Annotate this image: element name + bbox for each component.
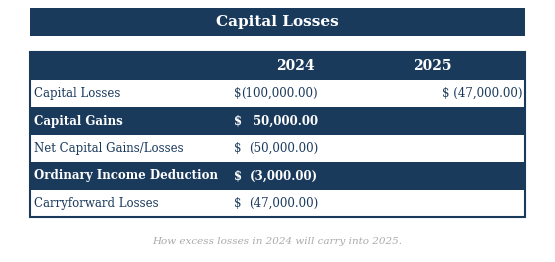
Text: 2025: 2025: [413, 59, 452, 73]
Text: Capital Losses: Capital Losses: [34, 87, 120, 100]
Text: How excess losses in 2024 will carry into 2025.: How excess losses in 2024 will carry int…: [153, 237, 402, 247]
Text: (47,000.00): (47,000.00): [249, 197, 318, 210]
Text: $: $: [234, 170, 242, 182]
Text: $: $: [234, 142, 242, 155]
Text: Capital Gains: Capital Gains: [34, 114, 123, 128]
Text: $: $: [234, 197, 242, 210]
Text: $: $: [234, 114, 242, 128]
Text: Carryforward Losses: Carryforward Losses: [34, 197, 159, 210]
Text: (100,000.00): (100,000.00): [241, 87, 318, 100]
Text: $: $: [234, 87, 242, 100]
Text: Ordinary Income Deduction: Ordinary Income Deduction: [34, 170, 218, 182]
Text: (50,000.00): (50,000.00): [249, 142, 318, 155]
Text: Net Capital Gains/Losses: Net Capital Gains/Losses: [34, 142, 184, 155]
Text: 2024: 2024: [276, 59, 314, 73]
Text: Capital Losses: Capital Losses: [216, 15, 339, 29]
Text: 50,000.00: 50,000.00: [253, 114, 318, 128]
Text: (3,000.00): (3,000.00): [250, 170, 318, 182]
Text: $ (47,000.00): $ (47,000.00): [442, 87, 523, 100]
